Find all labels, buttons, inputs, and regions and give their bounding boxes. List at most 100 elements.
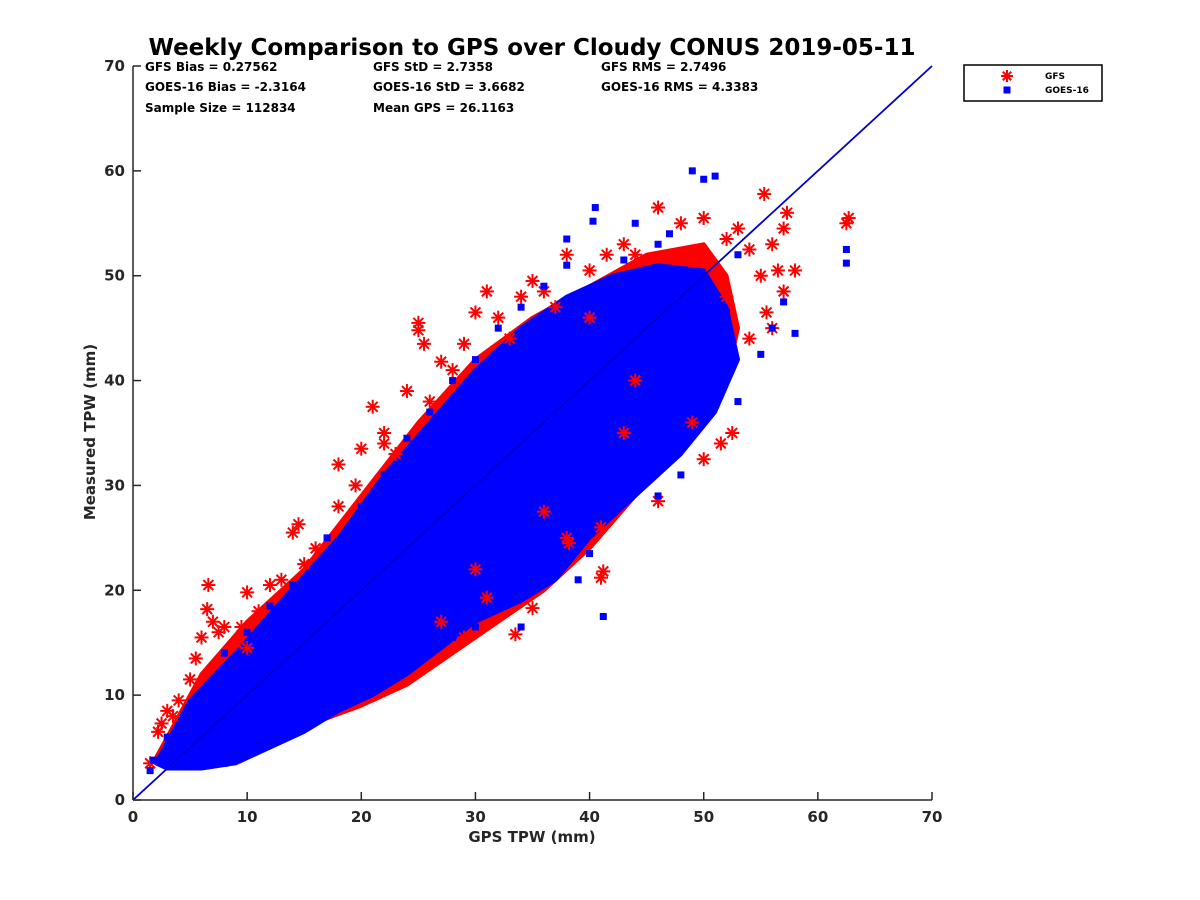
point-gfs bbox=[434, 354, 449, 369]
x-tick-label: 50 bbox=[693, 808, 714, 826]
point-gfs bbox=[251, 604, 266, 619]
legend-items: GFS GOES-16 bbox=[1001, 70, 1089, 96]
point-gfs bbox=[228, 635, 243, 650]
point-goes16 bbox=[300, 702, 308, 710]
point-goes16 bbox=[150, 756, 158, 764]
y-axis: 0 10 20 30 40 50 60 70 bbox=[104, 57, 141, 809]
point-goes16 bbox=[665, 230, 673, 238]
legend-label: GOES-16 bbox=[1045, 86, 1089, 96]
point-gfs bbox=[240, 585, 255, 600]
point-gfs bbox=[562, 536, 577, 551]
point-goes16 bbox=[357, 502, 365, 510]
point-goes16 bbox=[563, 261, 571, 269]
point-gfs bbox=[725, 426, 740, 440]
point-goes16 bbox=[471, 356, 479, 364]
point-gfs bbox=[582, 263, 597, 278]
point-gfs bbox=[479, 590, 494, 605]
point-goes16 bbox=[380, 471, 388, 479]
point-goes16 bbox=[403, 434, 411, 442]
point-gfs bbox=[348, 478, 363, 493]
point-gfs bbox=[593, 520, 608, 535]
point-gfs bbox=[297, 557, 312, 572]
point-gfs bbox=[434, 614, 449, 629]
y-tick-label: 0 bbox=[115, 791, 125, 809]
legend-marker-goes16 bbox=[1003, 86, 1011, 94]
point-goes16 bbox=[589, 217, 597, 225]
point-gfs bbox=[673, 216, 688, 231]
y-tick-label: 30 bbox=[104, 476, 125, 494]
point-gfs bbox=[201, 578, 216, 593]
point-goes16 bbox=[197, 762, 205, 770]
point-goes16 bbox=[220, 759, 228, 767]
point-goes16 bbox=[599, 613, 607, 620]
point-gfs bbox=[582, 310, 597, 325]
chart-title: Weekly Comparison to GPS over Cloudy CON… bbox=[149, 35, 916, 61]
point-gfs bbox=[628, 373, 643, 388]
point-goes16 bbox=[574, 576, 582, 584]
point-gfs bbox=[217, 619, 232, 634]
point-goes16 bbox=[357, 581, 365, 589]
point-gfs bbox=[696, 452, 711, 467]
point-gfs bbox=[651, 200, 666, 215]
point-gfs bbox=[422, 394, 437, 409]
point-goes16 bbox=[494, 471, 502, 479]
y-tick-label: 10 bbox=[104, 686, 125, 704]
point-goes16 bbox=[768, 324, 776, 332]
point-gfs bbox=[770, 263, 785, 278]
point-gfs bbox=[154, 716, 169, 731]
point-gfs bbox=[719, 289, 734, 304]
point-gfs bbox=[502, 331, 517, 346]
point-goes16 bbox=[175, 738, 183, 746]
legend: GFS GOES-16 bbox=[963, 64, 1103, 102]
point-gfs bbox=[205, 614, 220, 629]
point-goes16 bbox=[591, 204, 599, 212]
point-gfs bbox=[468, 305, 483, 320]
point-gfs bbox=[776, 284, 791, 299]
point-gfs bbox=[457, 630, 472, 645]
point-goes16 bbox=[243, 628, 251, 636]
point-gfs bbox=[331, 499, 346, 514]
point-gfs bbox=[331, 457, 346, 472]
point-gfs bbox=[388, 446, 403, 461]
x-tick-label: 70 bbox=[922, 808, 943, 826]
point-goes16 bbox=[654, 492, 662, 500]
point-goes16 bbox=[220, 707, 228, 715]
point-gfs bbox=[457, 336, 472, 351]
point-goes16 bbox=[677, 335, 685, 343]
point-goes16 bbox=[700, 175, 708, 183]
x-tick-label: 10 bbox=[237, 808, 258, 826]
point-goes16 bbox=[700, 319, 708, 327]
point-goes16 bbox=[563, 419, 571, 427]
point-goes16 bbox=[711, 172, 719, 180]
point-goes16 bbox=[449, 633, 457, 641]
point-gfs bbox=[491, 310, 506, 325]
point-gfs bbox=[194, 630, 209, 645]
point-goes16 bbox=[734, 251, 742, 259]
point-gfs bbox=[285, 525, 300, 540]
point-goes16 bbox=[517, 303, 525, 311]
point-goes16 bbox=[312, 623, 320, 631]
point-goes16 bbox=[688, 167, 696, 175]
point-goes16 bbox=[243, 686, 251, 694]
point-gfs bbox=[171, 693, 186, 708]
point-gfs bbox=[765, 237, 780, 252]
point-goes16 bbox=[471, 492, 479, 500]
point-goes16 bbox=[346, 675, 354, 683]
point-goes16 bbox=[654, 240, 662, 248]
point-gfs bbox=[730, 221, 745, 236]
point-goes16 bbox=[757, 350, 765, 358]
x-tick-label: 40 bbox=[579, 808, 600, 826]
point-goes16 bbox=[791, 329, 799, 337]
point-gfs bbox=[596, 564, 611, 579]
point-gfs bbox=[599, 247, 614, 262]
stat-annotation: GOES-16 RMS = 4.3383 bbox=[601, 80, 758, 94]
point-gfs bbox=[759, 305, 774, 320]
x-tick-label: 20 bbox=[351, 808, 372, 826]
point-goes16 bbox=[734, 398, 742, 406]
point-goes16 bbox=[192, 723, 200, 731]
point-goes16 bbox=[723, 308, 731, 316]
point-goes16 bbox=[289, 581, 297, 589]
point-gfs bbox=[559, 247, 574, 262]
point-gfs bbox=[468, 562, 483, 577]
